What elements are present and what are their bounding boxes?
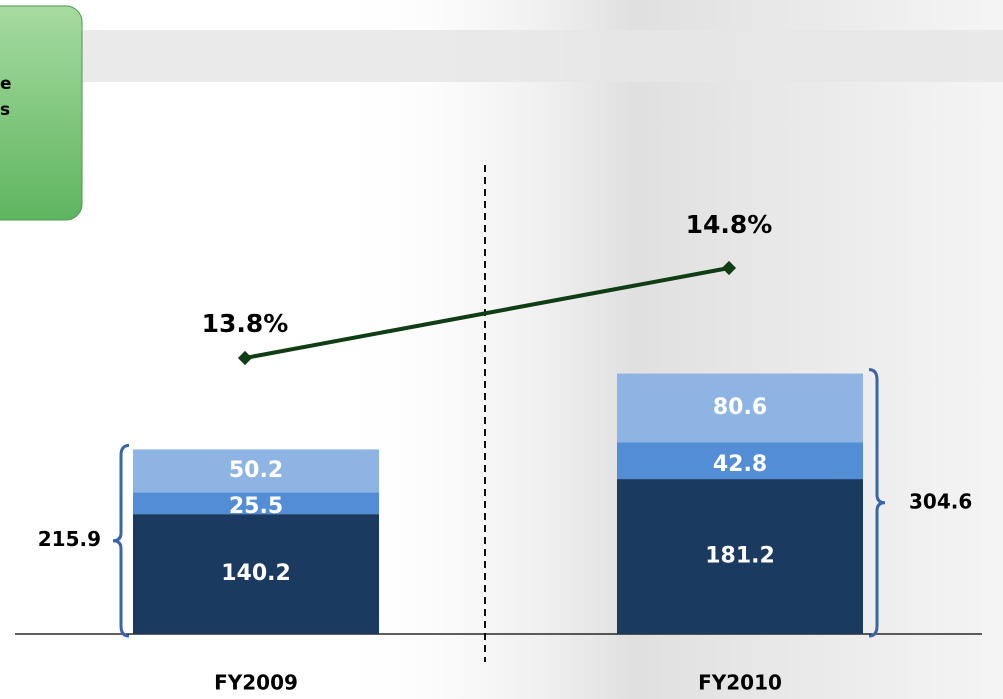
x-tick-label: FY2009: [214, 671, 298, 695]
bar-segment: [617, 373, 863, 443]
segment-label: 25.5: [229, 494, 283, 519]
note-box: [0, 5, 83, 221]
total-brace: [868, 368, 886, 638]
note-text: s: [0, 100, 10, 120]
segment-label: 181.2: [705, 544, 775, 569]
header-band: [0, 30, 1003, 82]
total-label: 304.6: [909, 489, 972, 513]
line-marker: [721, 260, 737, 276]
total-brace: [112, 443, 130, 638]
bar-segment: [133, 449, 379, 493]
bar-segment: [617, 442, 863, 480]
total-label: 215.9: [38, 527, 101, 551]
segment-label: 140.2: [221, 561, 291, 586]
segment-label: 50.2: [229, 458, 283, 483]
line-label: 14.8%: [686, 210, 773, 239]
line-marker: [237, 350, 253, 366]
line-label: 13.8%: [202, 309, 289, 338]
bar-segment: [617, 479, 863, 634]
x-tick-label: FY2010: [698, 671, 782, 695]
segment-label: 42.8: [713, 452, 767, 477]
note-text: e: [0, 74, 12, 94]
bar-segment: [133, 514, 379, 634]
margin-line: [244, 266, 730, 360]
bar-segment: [133, 492, 379, 515]
segment-label: 80.6: [713, 395, 767, 420]
